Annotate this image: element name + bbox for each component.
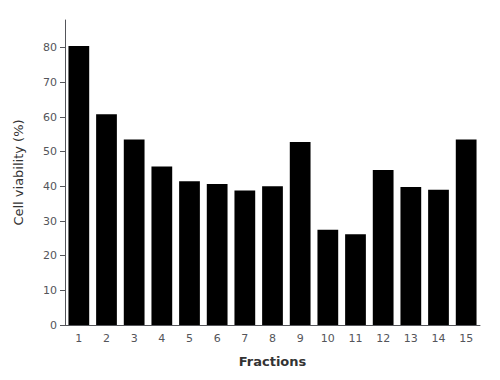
svg-text:Fractions: Fractions: [239, 354, 307, 369]
svg-text:Cell viability (%): Cell viability (%): [11, 119, 26, 225]
svg-text:40: 40: [43, 180, 57, 193]
svg-text:3: 3: [131, 332, 138, 345]
svg-text:60: 60: [43, 111, 57, 124]
svg-text:4: 4: [158, 332, 165, 345]
svg-text:1: 1: [75, 332, 82, 345]
svg-text:80: 80: [43, 41, 57, 54]
svg-text:0: 0: [50, 319, 57, 332]
svg-text:5: 5: [186, 332, 193, 345]
svg-text:7: 7: [241, 332, 248, 345]
svg-text:13: 13: [404, 332, 418, 345]
svg-text:14: 14: [432, 332, 446, 345]
svg-text:20: 20: [43, 249, 57, 262]
svg-text:70: 70: [43, 76, 57, 89]
svg-text:10: 10: [321, 332, 335, 345]
svg-text:2: 2: [103, 332, 110, 345]
svg-text:8: 8: [269, 332, 276, 345]
svg-text:10: 10: [43, 284, 57, 297]
svg-text:15: 15: [459, 332, 473, 345]
svg-text:30: 30: [43, 215, 57, 228]
svg-text:9: 9: [297, 332, 304, 345]
svg-text:12: 12: [376, 332, 390, 345]
svg-text:50: 50: [43, 145, 57, 158]
svg-text:11: 11: [349, 332, 363, 345]
svg-text:6: 6: [214, 332, 221, 345]
